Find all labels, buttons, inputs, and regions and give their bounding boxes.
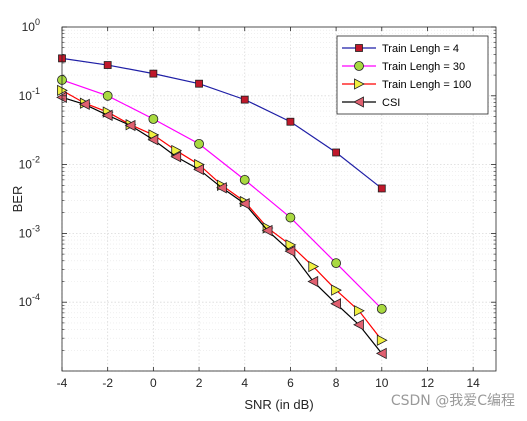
x-axis-label: SNR (in dB): [244, 397, 313, 412]
data-point: [194, 138, 204, 149]
data-point: [376, 334, 388, 346]
data-point: [377, 184, 386, 193]
data-point: [331, 258, 342, 269]
data-point: [101, 109, 113, 122]
series-line: [61, 79, 383, 310]
data-point: [375, 347, 387, 360]
data-point: [216, 182, 227, 194]
x-tick-label: 14: [466, 376, 480, 390]
data-point: [354, 305, 365, 317]
x-tick-label: 2: [196, 376, 203, 390]
data-point: [148, 114, 159, 124]
data-point: [238, 198, 250, 210]
watermark: CSDN @我爱C编程: [390, 393, 515, 409]
legend-item-2: Train Lengh = 30: [342, 61, 465, 73]
data-point: [124, 119, 136, 132]
data-point: [285, 212, 296, 223]
series-line: [61, 57, 383, 189]
x-tick-label: 6: [287, 376, 294, 390]
x-tick-label: 10: [375, 376, 389, 390]
data-point: [331, 284, 342, 296]
x-tick-label: 0: [150, 376, 157, 390]
legend-item-4: CSI: [342, 96, 400, 109]
data-point: [376, 303, 387, 314]
data-point: [240, 95, 249, 104]
data-point: [308, 260, 320, 273]
data-point: [171, 144, 183, 157]
legend-marker: [354, 78, 365, 90]
data-point: [307, 275, 319, 288]
data-point: [147, 134, 159, 146]
y-tick-label: 100: [22, 17, 40, 34]
legend-item-3: Train Lengh = 100: [342, 78, 471, 91]
legend-item-1: Train Lengh = 4: [342, 43, 459, 55]
data-point: [103, 61, 112, 69]
legend-label: Train Lengh = 4: [382, 43, 459, 55]
data-point: [285, 239, 297, 251]
y-tick-label: 10-3: [19, 223, 40, 240]
data-point: [102, 90, 113, 101]
data-point: [170, 151, 182, 163]
y-tick-label: 10-1: [19, 86, 40, 103]
data-point: [195, 79, 203, 88]
x-tick-label: 8: [333, 376, 340, 390]
legend-marker: [353, 96, 364, 108]
data-point: [330, 298, 342, 310]
legend-marker: [355, 44, 363, 52]
legend-label: CSI: [382, 97, 400, 109]
x-tick-label: 12: [421, 376, 435, 390]
data-point: [261, 224, 273, 237]
x-tick-label: -4: [57, 376, 68, 390]
data-point: [78, 98, 90, 111]
data-point: [284, 245, 296, 257]
series-4: [56, 91, 387, 360]
y-axis-label: BER: [10, 186, 25, 213]
legend-marker: [354, 61, 364, 71]
data-point: [353, 319, 364, 331]
x-tick-label: 4: [241, 376, 248, 390]
data-point: [286, 117, 295, 126]
series-1: [58, 54, 386, 193]
y-tick-label: 10-2: [19, 155, 40, 172]
data-point: [239, 174, 250, 185]
data-point: [332, 148, 341, 157]
x-tick-label: -2: [102, 376, 113, 390]
legend-label: Train Lengh = 30: [382, 61, 465, 73]
y-tick-label: 10-4: [19, 292, 40, 309]
legend-label: Train Lengh = 100: [382, 79, 471, 91]
axes-box: [61, 26, 497, 372]
series-2: [57, 75, 387, 314]
data-point: [149, 69, 158, 78]
data-point: [193, 163, 204, 176]
legend: Train Lengh = 4 Train Lengh = 30 Train Len…: [336, 35, 489, 115]
